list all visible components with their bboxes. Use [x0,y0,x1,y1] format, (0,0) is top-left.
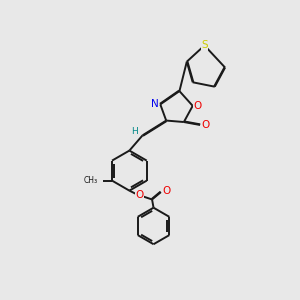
Text: CH₃: CH₃ [83,176,98,185]
Text: O: O [136,190,144,200]
Text: O: O [201,120,209,130]
Text: N: N [151,99,159,110]
Text: O: O [194,101,202,111]
Text: O: O [90,176,98,186]
Text: O: O [162,186,170,196]
Text: S: S [201,40,208,50]
Text: H: H [131,127,138,136]
